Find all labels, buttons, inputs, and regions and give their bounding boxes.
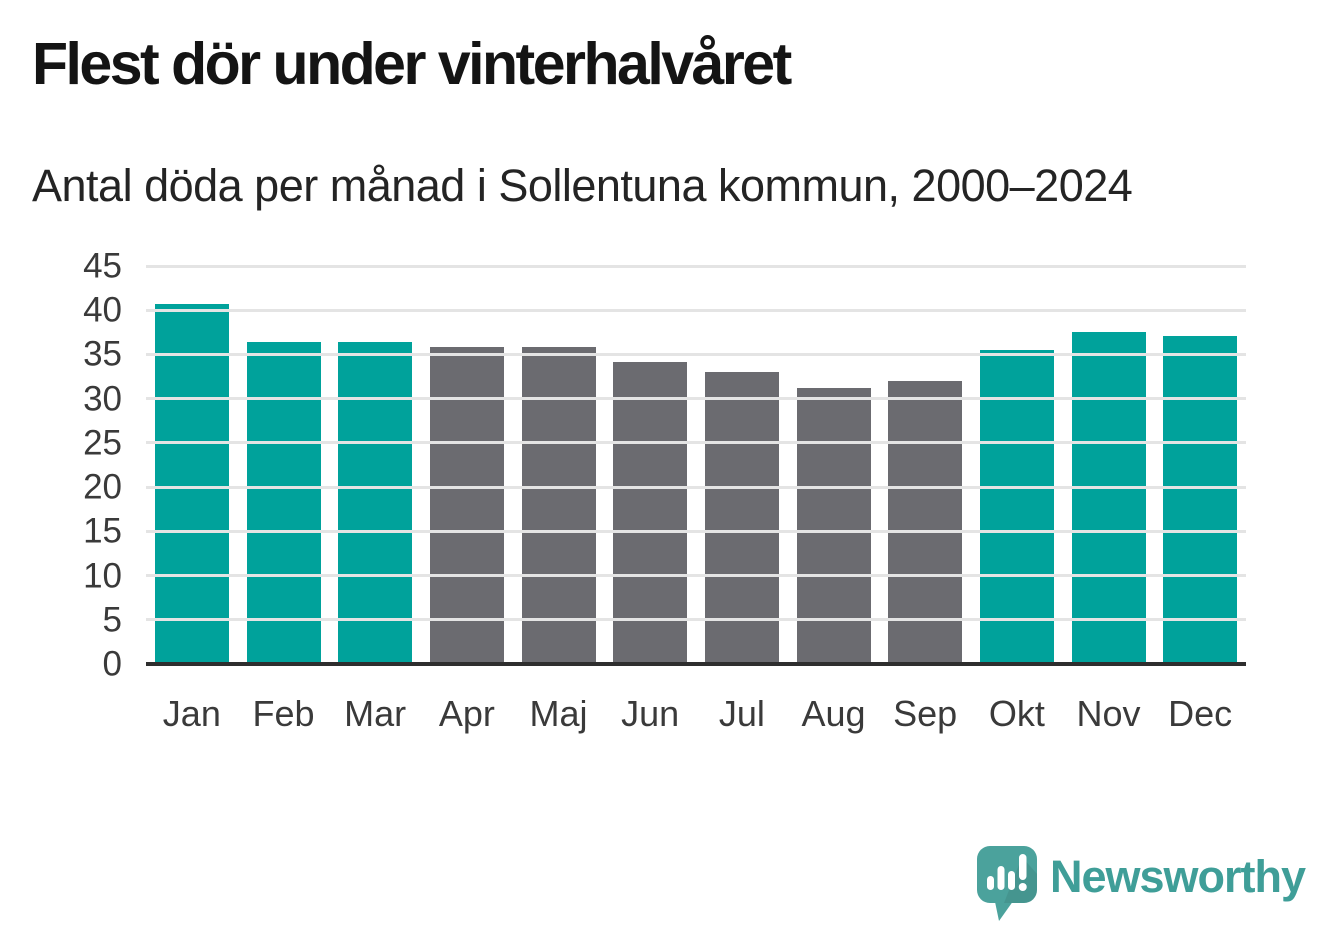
gridline-y-30 — [146, 397, 1246, 401]
y-tick-label-10: 10 — [83, 556, 122, 596]
plot-area — [146, 264, 1246, 666]
x-axis-baseline — [146, 662, 1246, 666]
bar-apr — [429, 346, 504, 664]
bar-jul — [704, 372, 779, 664]
y-axis: 0 5 10 15 20 25 30 35 40 45 — [0, 249, 122, 682]
y-tick-label-5: 5 — [102, 600, 122, 640]
exclamation-mark-glyph — [1018, 854, 1027, 891]
x-tick-label-dec: Dec — [1168, 693, 1233, 734]
newsworthy-logo-icon — [977, 846, 1037, 921]
y-tick-label-40: 40 — [83, 290, 122, 330]
bar-dec — [1163, 335, 1238, 664]
y-tick-label-25: 25 — [83, 423, 122, 463]
x-tick-label-aug: Aug — [801, 693, 866, 734]
bar-jan — [154, 304, 229, 664]
x-tick-label-mar: Mar — [344, 693, 407, 734]
chart-title: Flest dör under vinterhalvåret — [32, 31, 792, 97]
x-tick-label-jun: Jun — [621, 693, 680, 734]
x-axis: Jan Feb Mar Apr Maj Jun Jul Aug Sep Okt Nov Dec — [146, 688, 1246, 738]
gridline-y-5 — [146, 618, 1246, 622]
bar-feb — [246, 342, 321, 664]
gridline-y-45 — [146, 264, 1246, 268]
bar-aug — [796, 388, 871, 664]
y-tick-label-20: 20 — [83, 467, 122, 507]
brand-footer: Newsworthy — [976, 845, 1306, 923]
brand-wordmark: Newsworthy — [1050, 851, 1306, 902]
gridline-y-20 — [146, 485, 1246, 489]
bar-mar — [338, 342, 413, 664]
y-tick-label-0: 0 — [102, 644, 122, 684]
x-tick-label-okt: Okt — [988, 693, 1045, 734]
bar-nov — [1071, 332, 1146, 664]
chart-subtitle: Antal döda per månad i Sollentuna kommun… — [32, 160, 1133, 211]
y-tick-label-35: 35 — [83, 334, 122, 374]
x-tick-label-nov: Nov — [1076, 693, 1141, 734]
x-tick-label-apr: Apr — [438, 693, 495, 734]
x-tick-label-maj: Maj — [529, 693, 588, 734]
x-tick-label-jul: Jul — [718, 693, 765, 734]
mini-bar-chart-glyph — [987, 866, 1015, 890]
x-tick-label-sep: Sep — [893, 693, 958, 734]
bar-jun — [613, 362, 688, 664]
gridline-y-10 — [146, 574, 1246, 578]
gridline-y-40 — [146, 308, 1246, 312]
bar-maj — [521, 346, 596, 664]
y-tick-label-30: 30 — [83, 379, 122, 419]
gridline-y-25 — [146, 441, 1246, 445]
bubble-shadow — [1004, 857, 1037, 903]
bar-sep — [888, 380, 963, 664]
x-tick-label-jan: Jan — [162, 693, 221, 734]
y-tick-label-15: 15 — [83, 511, 122, 551]
x-tick-label-feb: Feb — [252, 693, 315, 734]
gridline-y-35 — [146, 352, 1246, 356]
gridline-y-15 — [146, 529, 1246, 533]
bar-okt — [979, 350, 1054, 664]
y-tick-label-45: 45 — [83, 246, 122, 286]
